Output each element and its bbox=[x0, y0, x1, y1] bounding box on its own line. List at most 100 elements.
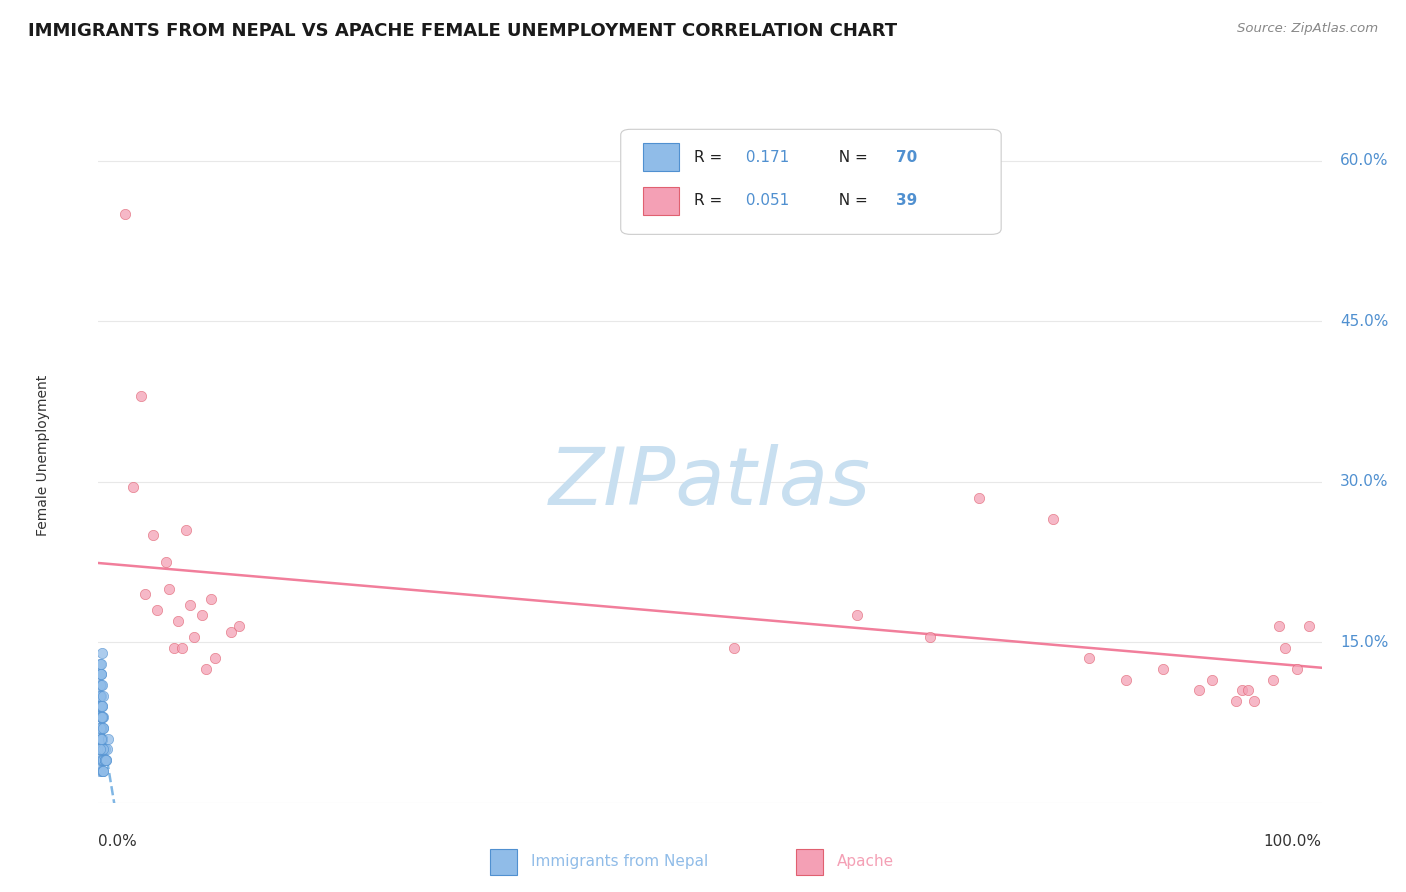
Point bbox=[1201, 673, 1223, 687]
Text: 0.171: 0.171 bbox=[741, 150, 789, 165]
Point bbox=[89, 667, 111, 681]
Point bbox=[1042, 512, 1064, 526]
Point bbox=[91, 764, 114, 778]
Point bbox=[90, 731, 112, 746]
Point bbox=[845, 608, 868, 623]
Point bbox=[90, 667, 112, 681]
Point bbox=[155, 555, 177, 569]
Point bbox=[1298, 619, 1320, 633]
Point bbox=[967, 491, 990, 505]
Point bbox=[91, 646, 114, 660]
Point bbox=[91, 731, 114, 746]
Point bbox=[91, 721, 114, 735]
Point bbox=[91, 678, 114, 692]
Point bbox=[91, 721, 114, 735]
Point bbox=[91, 742, 114, 756]
Point bbox=[1237, 683, 1260, 698]
Point bbox=[91, 710, 114, 724]
Point bbox=[91, 753, 114, 767]
Text: N =: N = bbox=[828, 194, 872, 209]
Point bbox=[89, 731, 111, 746]
Point bbox=[90, 742, 112, 756]
Point bbox=[90, 731, 112, 746]
Point bbox=[167, 614, 190, 628]
Point bbox=[91, 731, 114, 746]
Text: 70: 70 bbox=[896, 150, 917, 165]
Point bbox=[89, 657, 111, 671]
Point bbox=[1286, 662, 1309, 676]
Point bbox=[91, 753, 114, 767]
Point bbox=[91, 710, 114, 724]
Point bbox=[89, 699, 111, 714]
Point bbox=[93, 742, 115, 756]
Text: 60.0%: 60.0% bbox=[1340, 153, 1389, 168]
Point bbox=[1243, 694, 1265, 708]
Point bbox=[96, 742, 118, 756]
Text: 0.051: 0.051 bbox=[741, 194, 789, 209]
Point bbox=[91, 731, 114, 746]
Point bbox=[1261, 673, 1284, 687]
Text: 39: 39 bbox=[896, 194, 917, 209]
Text: Immigrants from Nepal: Immigrants from Nepal bbox=[531, 855, 709, 870]
Point bbox=[89, 742, 111, 756]
Point bbox=[1115, 673, 1137, 687]
Text: 15.0%: 15.0% bbox=[1340, 635, 1388, 649]
Text: R =: R = bbox=[695, 194, 727, 209]
Point bbox=[170, 640, 193, 655]
Point bbox=[91, 764, 114, 778]
Point bbox=[97, 731, 120, 746]
FancyBboxPatch shape bbox=[620, 129, 1001, 235]
Text: ZIPatlas: ZIPatlas bbox=[548, 443, 872, 522]
Point bbox=[90, 699, 112, 714]
Point bbox=[91, 689, 114, 703]
Point bbox=[91, 710, 114, 724]
Point bbox=[90, 710, 112, 724]
Point bbox=[163, 640, 186, 655]
Point bbox=[91, 699, 114, 714]
Point bbox=[90, 657, 112, 671]
Point bbox=[93, 753, 115, 767]
Text: 100.0%: 100.0% bbox=[1264, 834, 1322, 849]
Point bbox=[1225, 694, 1247, 708]
Point bbox=[90, 710, 112, 724]
Point bbox=[121, 480, 143, 494]
Text: Source: ZipAtlas.com: Source: ZipAtlas.com bbox=[1237, 22, 1378, 36]
Point bbox=[91, 742, 114, 756]
Point bbox=[91, 742, 114, 756]
Point bbox=[114, 207, 136, 221]
Point bbox=[91, 699, 114, 714]
Bar bbox=[489, 848, 517, 875]
Point bbox=[90, 731, 112, 746]
Point bbox=[89, 699, 111, 714]
Point bbox=[90, 710, 112, 724]
Point bbox=[1230, 683, 1253, 698]
Point bbox=[93, 753, 115, 767]
Point bbox=[90, 742, 112, 756]
Point bbox=[1274, 640, 1296, 655]
Point bbox=[89, 678, 111, 692]
Point bbox=[89, 742, 111, 756]
Point bbox=[200, 592, 222, 607]
Bar bbox=[643, 187, 679, 215]
Point bbox=[90, 667, 112, 681]
Text: Female Unemployment: Female Unemployment bbox=[37, 375, 51, 535]
Point bbox=[195, 662, 218, 676]
Point bbox=[91, 721, 114, 735]
Point bbox=[1078, 651, 1101, 665]
Point bbox=[723, 640, 745, 655]
Point bbox=[91, 764, 114, 778]
Point bbox=[1188, 683, 1211, 698]
Point bbox=[191, 608, 214, 623]
Point bbox=[93, 753, 115, 767]
Point bbox=[90, 699, 112, 714]
Point bbox=[91, 710, 114, 724]
Point bbox=[91, 753, 114, 767]
Point bbox=[89, 753, 111, 767]
Point bbox=[91, 731, 114, 746]
Point bbox=[90, 742, 112, 756]
Point bbox=[179, 598, 201, 612]
Point bbox=[176, 523, 198, 537]
Point bbox=[920, 630, 942, 644]
Point bbox=[90, 678, 112, 692]
Text: 45.0%: 45.0% bbox=[1340, 314, 1388, 328]
